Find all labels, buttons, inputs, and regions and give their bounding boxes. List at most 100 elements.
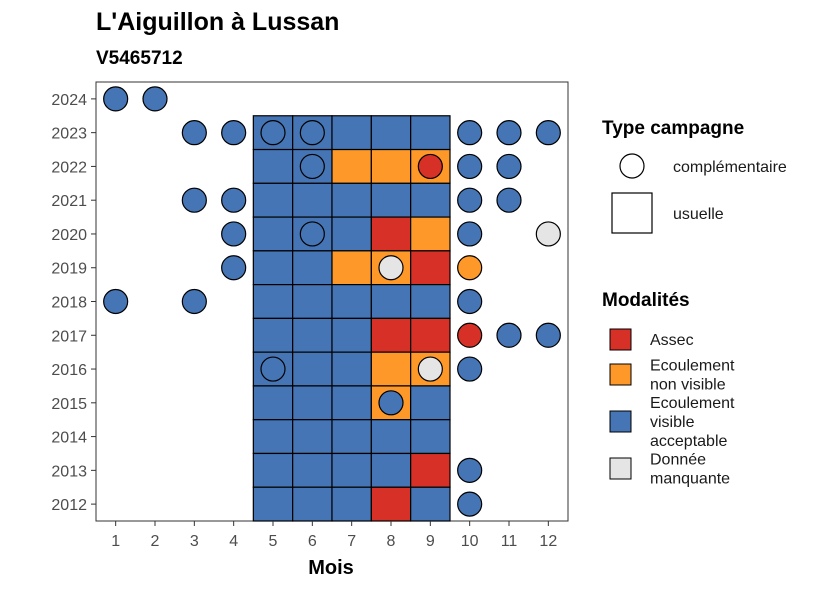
tile-2014-5 xyxy=(252,419,294,455)
point-2016-9 xyxy=(417,356,443,382)
legend-modalite-label-4: Donnée manquante xyxy=(650,452,730,488)
tile-2020-5 xyxy=(252,216,294,252)
y-tick-label-2022: 2022 xyxy=(51,159,87,176)
point-2019-8 xyxy=(378,255,404,281)
point-2017-12 xyxy=(535,322,561,348)
y-tick-label-2012: 2012 xyxy=(51,497,87,514)
tile-2018-6 xyxy=(292,284,333,319)
tile-2016-8 xyxy=(370,351,412,387)
tile-2018-7 xyxy=(331,284,372,319)
legend-modalite-line: Ecoulement xyxy=(650,358,735,375)
legend-modalite-line: Donnée xyxy=(650,452,706,469)
tile-2019-5 xyxy=(252,250,294,286)
tile-2013-9 xyxy=(410,452,451,488)
legend-modalite-line: visible xyxy=(650,414,695,431)
tile-2014-6 xyxy=(292,419,333,455)
point-2021-3 xyxy=(181,187,207,213)
y-tick-label-2019: 2019 xyxy=(51,261,87,278)
point-2022-10 xyxy=(457,153,483,180)
x-tick-label-10: 10 xyxy=(461,533,479,550)
tile-2016-6 xyxy=(292,351,333,387)
tile-2012-5 xyxy=(252,486,294,522)
tile-2017-9 xyxy=(410,317,451,353)
point-2013-10 xyxy=(457,457,483,483)
tile-2020-8 xyxy=(370,216,412,252)
point-2017-10 xyxy=(457,322,483,348)
tile-2022-7 xyxy=(331,148,372,184)
tile-2017-8 xyxy=(370,317,412,353)
y-tick-label-2024: 2024 xyxy=(51,92,87,109)
x-tick-label-3: 3 xyxy=(190,533,199,550)
legend-title-campaign: Type campagne xyxy=(602,118,744,139)
legend-key-usuelle xyxy=(611,192,653,234)
legend-modalite-line: non visible xyxy=(650,377,726,394)
x-tick-label-11: 11 xyxy=(501,533,518,550)
point-2017-11 xyxy=(496,322,522,348)
point-2019-10 xyxy=(457,255,483,281)
y-tick-label-2016: 2016 xyxy=(51,362,87,379)
point-2012-10 xyxy=(457,491,483,517)
y-tick-label-2015: 2015 xyxy=(51,396,87,413)
tile-2015-5 xyxy=(252,385,294,421)
legend-modalite-label-2: Ecoulement non visible xyxy=(650,358,735,394)
plot-area: 1 2 3 4 5 6 7 8 9 10 11 122012201320142015201620172… xyxy=(51,81,569,550)
point-2023-10 xyxy=(457,120,483,146)
tile-2019-7 xyxy=(331,250,372,286)
tile-2021-8 xyxy=(370,182,412,218)
point-2018-10 xyxy=(457,288,483,315)
tile-2018-9 xyxy=(410,284,451,319)
point-2021-10 xyxy=(457,187,483,213)
tile-2023-7 xyxy=(331,115,372,151)
legend-modalite-line: Ecoulement xyxy=(650,395,735,412)
point-2023-4 xyxy=(221,120,247,146)
tile-2014-9 xyxy=(410,419,451,455)
tile-2018-8 xyxy=(370,284,412,319)
point-2023-5 xyxy=(260,120,286,146)
point-2018-3 xyxy=(181,288,207,315)
tile-2012-9 xyxy=(410,486,451,522)
point-2020-6 xyxy=(299,221,325,247)
y-tick-label-2014: 2014 xyxy=(51,430,87,447)
x-tick-label-7: 7 xyxy=(347,533,356,550)
chart-subtitle: V5465712 xyxy=(96,48,183,69)
x-tick-label-1: 1 xyxy=(111,533,120,550)
legend-modalite-line: Assec xyxy=(650,332,694,349)
point-2024-1 xyxy=(103,86,129,112)
point-2023-11 xyxy=(496,120,522,146)
tile-2020-9 xyxy=(410,216,451,252)
tile-2012-6 xyxy=(292,486,333,522)
tile-2013-6 xyxy=(292,452,333,488)
tile-2012-7 xyxy=(331,486,372,522)
legend-swatch-3 xyxy=(609,410,632,433)
legend-key-complementaire xyxy=(619,153,645,179)
point-2022-9 xyxy=(417,153,443,180)
point-2020-12 xyxy=(535,221,561,247)
tile-2015-7 xyxy=(331,385,372,421)
tile-2014-8 xyxy=(370,419,412,455)
tile-2015-9 xyxy=(410,385,451,421)
point-2023-3 xyxy=(181,120,207,146)
tile-2012-8 xyxy=(370,486,412,522)
tile-2018-5 xyxy=(252,284,294,319)
tile-2021-7 xyxy=(331,182,372,218)
tile-2017-5 xyxy=(252,317,294,353)
tile-2021-5 xyxy=(252,182,294,218)
x-tick-label-12: 12 xyxy=(539,533,557,550)
y-tick-label-2021: 2021 xyxy=(51,193,87,210)
tile-2023-9 xyxy=(410,115,451,151)
y-tick-label-2020: 2020 xyxy=(51,227,87,244)
tile-2017-6 xyxy=(292,317,333,353)
x-tick-label-9: 9 xyxy=(426,533,435,550)
chart-title: L'Aiguillon à Lussan xyxy=(96,8,339,36)
x-axis-title: Mois xyxy=(308,557,354,579)
tile-2015-6 xyxy=(292,385,333,421)
legend-swatch-2 xyxy=(609,363,632,386)
point-2023-12 xyxy=(535,120,561,146)
point-2022-6 xyxy=(299,153,325,180)
tile-2020-7 xyxy=(331,216,372,252)
y-tick-label-2018: 2018 xyxy=(51,295,87,312)
tile-2021-6 xyxy=(292,182,333,218)
tile-2016-7 xyxy=(331,351,372,387)
tile-2019-9 xyxy=(410,250,451,286)
